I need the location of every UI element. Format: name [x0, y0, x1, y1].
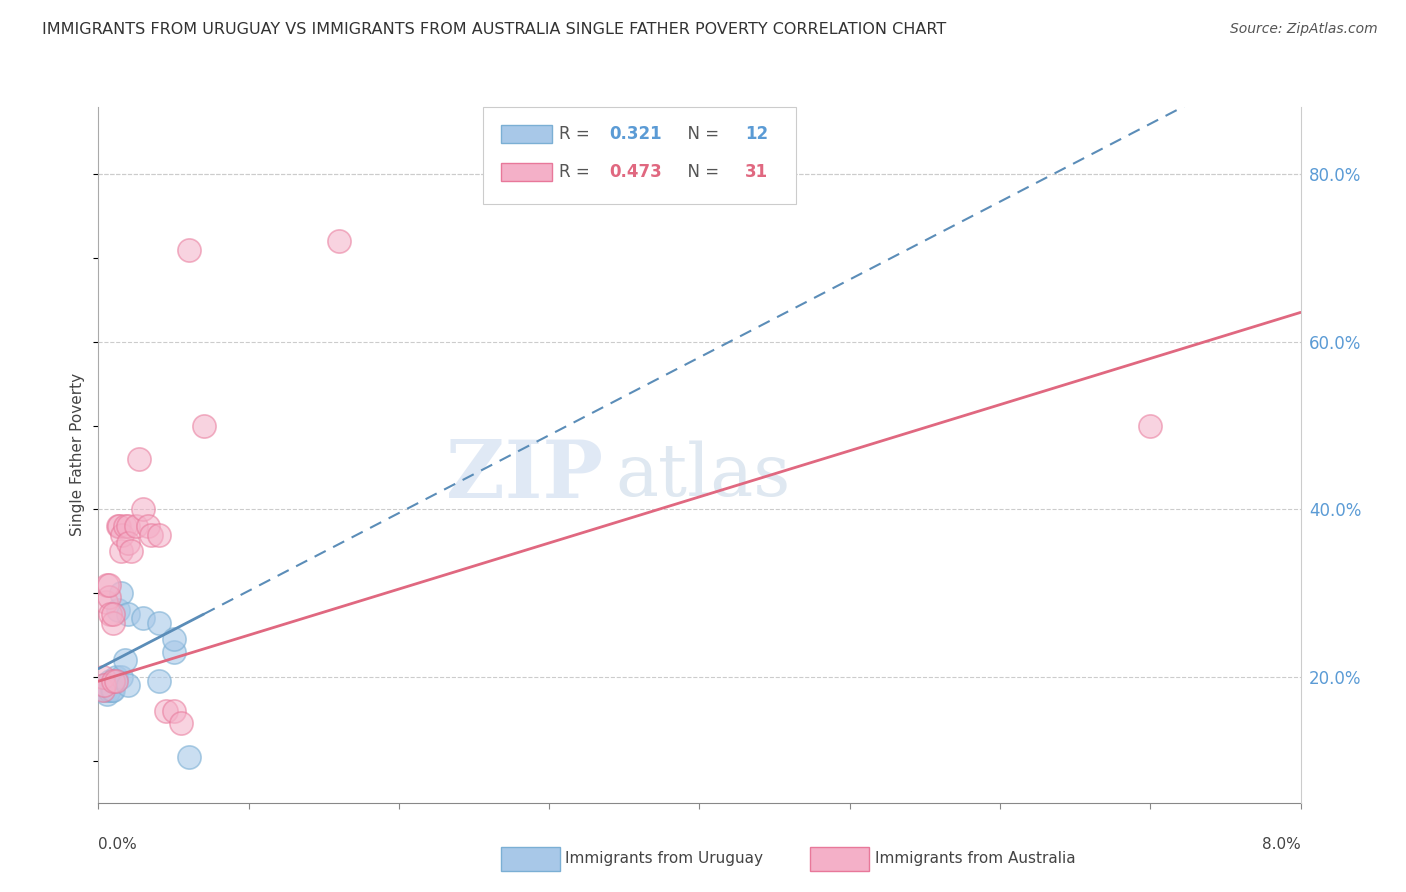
Point	[105, 674, 128, 689]
Point	[107, 519, 129, 533]
Text: 0.473: 0.473	[609, 162, 662, 181]
Point	[110, 544, 132, 558]
Point	[128, 452, 150, 467]
Text: 8.0%: 8.0%	[1261, 837, 1301, 852]
Point	[96, 578, 118, 592]
Point	[117, 607, 139, 622]
Text: ZIP: ZIP	[446, 437, 603, 515]
Text: 12: 12	[745, 125, 768, 144]
Y-axis label: Single Father Poverty: Single Father Poverty	[70, 374, 86, 536]
Point	[177, 749, 200, 764]
Point	[97, 682, 120, 697]
Point	[94, 682, 117, 697]
Point	[114, 519, 136, 533]
Point	[97, 591, 120, 605]
Point	[132, 611, 155, 625]
Point	[103, 615, 125, 630]
Point	[148, 527, 170, 541]
Text: 0.0%: 0.0%	[98, 837, 138, 852]
Point	[148, 674, 170, 689]
Point	[117, 678, 139, 692]
Point	[93, 678, 115, 692]
Point	[177, 243, 200, 257]
Point	[103, 682, 125, 697]
Point	[136, 519, 159, 533]
Point	[91, 682, 114, 697]
Point	[162, 704, 184, 718]
Point	[108, 519, 131, 533]
Point	[100, 674, 122, 689]
FancyBboxPatch shape	[484, 107, 796, 204]
FancyBboxPatch shape	[501, 125, 551, 144]
Point	[193, 418, 215, 433]
Point	[328, 234, 350, 248]
Point	[96, 687, 118, 701]
Point	[162, 632, 184, 647]
Text: 31: 31	[745, 162, 768, 181]
Text: IMMIGRANTS FROM URUGUAY VS IMMIGRANTS FROM AUSTRALIA SINGLE FATHER POVERTY CORRE: IMMIGRANTS FROM URUGUAY VS IMMIGRANTS FR…	[42, 22, 946, 37]
Text: atlas: atlas	[616, 441, 790, 511]
Point	[162, 645, 184, 659]
Point	[103, 674, 125, 689]
Point	[148, 615, 170, 630]
Point	[110, 586, 132, 600]
Text: Source: ZipAtlas.com: Source: ZipAtlas.com	[1230, 22, 1378, 37]
Text: Immigrants from Uruguay: Immigrants from Uruguay	[565, 852, 763, 866]
Text: Immigrants from Australia: Immigrants from Australia	[875, 852, 1076, 866]
Point	[94, 594, 117, 608]
Point	[101, 682, 124, 697]
Text: N =: N =	[676, 162, 724, 181]
Point	[117, 536, 139, 550]
Point	[103, 607, 125, 622]
Point	[93, 678, 115, 692]
FancyBboxPatch shape	[501, 162, 551, 181]
Point	[91, 682, 114, 697]
Point	[121, 544, 143, 558]
Point	[125, 519, 148, 533]
Point	[100, 607, 122, 622]
Point	[114, 653, 136, 667]
Text: R =: R =	[558, 125, 595, 144]
Text: R =: R =	[558, 162, 595, 181]
Text: N =: N =	[676, 125, 724, 144]
Point	[132, 502, 155, 516]
Point	[170, 716, 193, 731]
Point	[111, 527, 134, 541]
Text: 0.321: 0.321	[609, 125, 662, 144]
Point	[103, 674, 125, 689]
Point	[91, 670, 114, 684]
Point	[107, 603, 129, 617]
Point	[139, 527, 162, 541]
Point	[110, 670, 132, 684]
Point	[155, 704, 177, 718]
Point	[105, 670, 128, 684]
Point	[117, 519, 139, 533]
Point	[1139, 418, 1161, 433]
Point	[97, 578, 120, 592]
